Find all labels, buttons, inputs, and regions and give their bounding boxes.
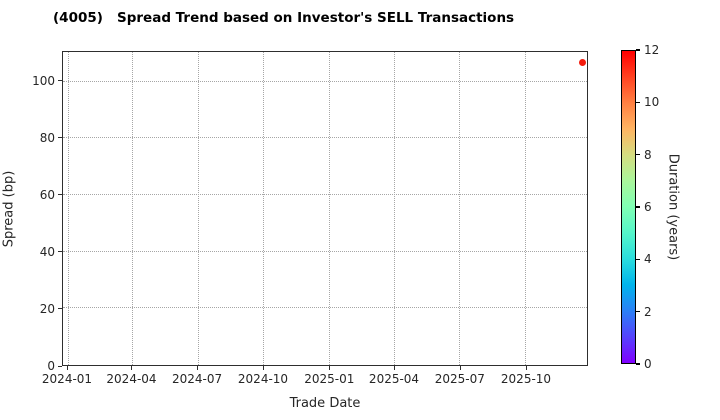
y-tick-label: 40	[39, 244, 55, 259]
x-tick-label: 2024-10	[237, 372, 289, 386]
colorbar-tick-mark	[636, 258, 640, 260]
colorbar-tick-mark	[636, 154, 640, 156]
x-tick-mark	[131, 366, 133, 370]
colorbar-tick-label: 6	[644, 200, 652, 214]
colorbar-tick-label: 12	[644, 43, 660, 57]
x-tick-label: 2024-04	[106, 372, 157, 386]
colorbar-tick-label: 4	[644, 252, 652, 267]
x-axis-label: Trade Date	[289, 396, 361, 411]
x-gridline	[393, 52, 395, 365]
x-gridline	[67, 52, 69, 365]
y-axis-label: Spread (bp)	[1, 170, 17, 247]
chart-title: (4005) Spread Trend based on Investor's …	[53, 10, 515, 26]
x-tick-mark	[262, 366, 264, 370]
y-tick-mark	[58, 308, 62, 310]
x-tick-label: 2025-04	[368, 372, 420, 386]
colorbar-tick-mark	[636, 101, 640, 103]
y-gridline	[63, 250, 587, 252]
x-gridline	[263, 52, 265, 365]
colorbar-tick-label: 8	[644, 147, 652, 162]
y-tick-mark	[58, 80, 62, 82]
colorbar-tick-mark	[636, 363, 640, 365]
x-tick-mark	[329, 366, 331, 370]
colorbar-tick-mark	[636, 311, 640, 313]
y-tick-label: 60	[39, 187, 55, 202]
y-tick-label: 100	[32, 73, 55, 88]
x-tick-mark	[197, 366, 199, 370]
colorbar-tick-label: 10	[644, 95, 660, 110]
y-tick-mark	[58, 137, 62, 139]
data-point	[579, 59, 587, 67]
x-gridline	[197, 52, 199, 365]
colorbar-tick-label: 2	[644, 304, 652, 319]
x-tick-label: 2025-10	[500, 372, 552, 386]
x-tick-mark	[459, 366, 461, 370]
colorbar-label: Duration (years)	[665, 153, 681, 261]
x-gridline	[132, 52, 134, 365]
y-gridline	[63, 307, 587, 309]
y-tick-label: 20	[39, 301, 55, 316]
y-tick-mark	[58, 194, 62, 196]
plot-area	[62, 51, 588, 366]
y-tick-mark	[58, 365, 62, 367]
x-gridline	[329, 52, 331, 365]
x-tick-label: 2025-01	[304, 372, 355, 386]
y-tick-label: 80	[39, 130, 55, 145]
x-tick-label: 2025-07	[434, 372, 485, 386]
x-tick-label: 2024-01	[41, 372, 93, 386]
y-gridline	[63, 194, 587, 196]
y-gridline	[63, 80, 587, 82]
colorbar-tick-label: 0	[644, 357, 652, 371]
colorbar-tick-mark	[636, 49, 640, 51]
y-gridline	[63, 137, 587, 139]
colorbar-gradient	[621, 50, 636, 364]
y-tick-mark	[58, 251, 62, 253]
x-tick-mark	[525, 366, 527, 370]
x-tick-mark	[394, 366, 395, 370]
x-tick-mark	[66, 366, 68, 370]
colorbar-tick-mark	[636, 206, 640, 208]
y-tick-label: 0	[47, 359, 55, 373]
x-gridline	[525, 52, 527, 365]
x-gridline	[459, 52, 461, 365]
x-tick-label: 2024-07	[171, 372, 223, 386]
